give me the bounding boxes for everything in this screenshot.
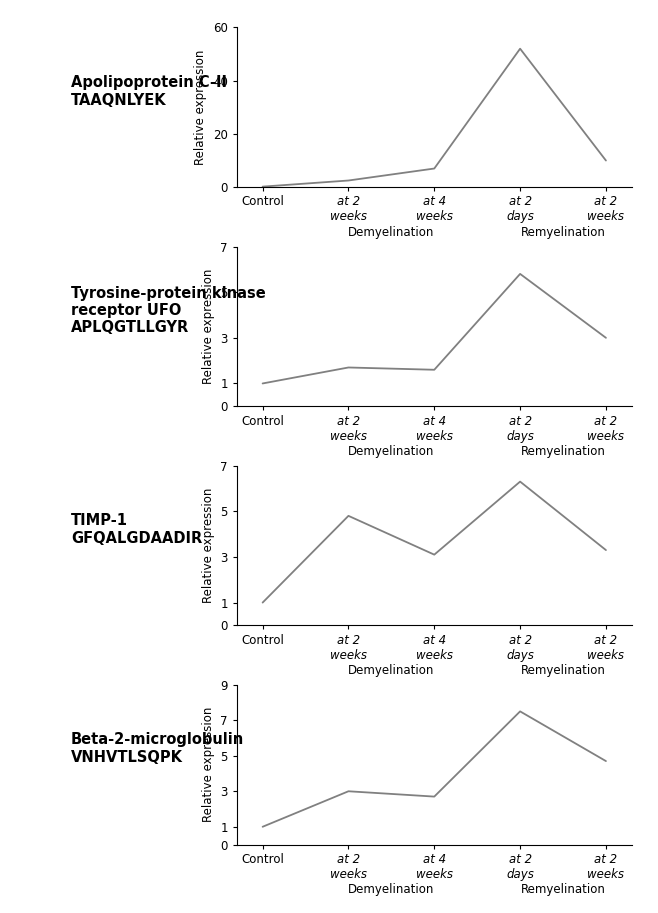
- Text: at 2
weeks: at 2 weeks: [330, 853, 367, 881]
- Text: Beta-2-microglobulin
VNHVTLSQPK: Beta-2-microglobulin VNHVTLSQPK: [71, 732, 244, 765]
- Text: at 2
days: at 2 days: [506, 853, 534, 881]
- Text: at 2
weeks: at 2 weeks: [588, 634, 624, 662]
- Text: Control: Control: [241, 415, 284, 427]
- Text: at 4
weeks: at 4 weeks: [416, 415, 453, 443]
- Text: Demyelination: Demyelination: [348, 226, 434, 239]
- Text: Remyelination: Remyelination: [520, 665, 605, 677]
- Text: Control: Control: [241, 195, 284, 208]
- Y-axis label: Relative expression: Relative expression: [202, 268, 215, 384]
- Text: Remyelination: Remyelination: [520, 226, 605, 239]
- Text: Demyelination: Demyelination: [348, 884, 434, 897]
- Text: at 2
weeks: at 2 weeks: [588, 195, 624, 224]
- Text: Remyelination: Remyelination: [520, 446, 605, 458]
- Text: at 4
weeks: at 4 weeks: [416, 853, 453, 881]
- Text: Remyelination: Remyelination: [520, 884, 605, 897]
- Text: Demyelination: Demyelination: [348, 665, 434, 677]
- Text: TIMP-1
GFQALGDAADIR: TIMP-1 GFQALGDAADIR: [71, 513, 202, 546]
- Text: at 2
weeks: at 2 weeks: [330, 415, 367, 443]
- Text: Tyrosine-protein kinase
receptor UFO
APLQGTLLGYR: Tyrosine-protein kinase receptor UFO APL…: [71, 286, 266, 335]
- Text: at 2
days: at 2 days: [506, 634, 534, 662]
- Text: Demyelination: Demyelination: [348, 446, 434, 458]
- Text: at 2
days: at 2 days: [506, 195, 534, 224]
- Text: at 2
weeks: at 2 weeks: [588, 415, 624, 443]
- Text: at 4
weeks: at 4 weeks: [416, 634, 453, 662]
- Y-axis label: Relative expression: Relative expression: [202, 707, 215, 823]
- Text: Control: Control: [241, 853, 284, 866]
- Text: Control: Control: [241, 634, 284, 646]
- Y-axis label: Relative expression: Relative expression: [194, 49, 207, 165]
- Text: Apolipoprotein C-II
TAAQNLYEK: Apolipoprotein C-II TAAQNLYEK: [71, 75, 227, 108]
- Text: at 2
days: at 2 days: [506, 415, 534, 443]
- Text: at 4
weeks: at 4 weeks: [416, 195, 453, 224]
- Y-axis label: Relative expression: Relative expression: [202, 488, 215, 603]
- Text: at 2
weeks: at 2 weeks: [330, 195, 367, 224]
- Text: at 2
weeks: at 2 weeks: [330, 634, 367, 662]
- Text: at 2
weeks: at 2 weeks: [588, 853, 624, 881]
